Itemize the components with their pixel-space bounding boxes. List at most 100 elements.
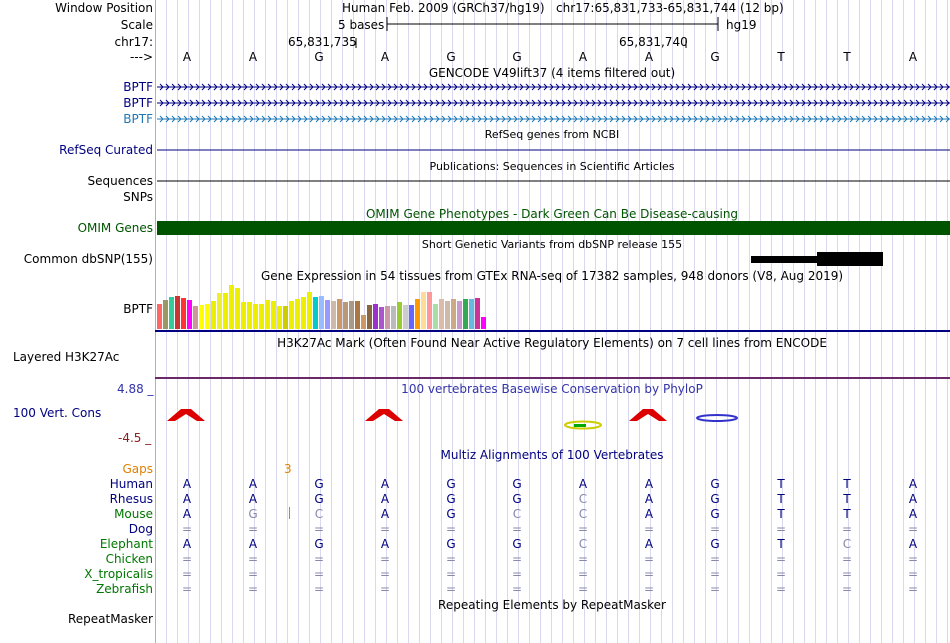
gtex-bar [373,304,378,329]
species-label[interactable]: X_tropicalis [84,567,153,581]
alignment-base: = [247,582,259,596]
alignment-base: A [182,507,192,521]
gtex-bar [259,304,264,329]
label-h3k27ac[interactable]: Layered H3K27Ac [13,350,120,364]
alignment-base: A [248,477,258,491]
alignment-base: G [512,537,522,551]
gtex-bar [193,306,198,329]
alignment-base: = [247,552,259,566]
gtex-bar [277,306,282,329]
alignment-base: G [446,492,456,506]
label-omim[interactable]: OMIM Genes [77,221,153,235]
label-gtex-bptf[interactable]: BPTF [123,302,153,316]
gtex-bar [235,288,240,329]
species-label[interactable]: Chicken [105,552,153,566]
alignment-base: = [181,582,193,596]
gtex-bar [391,306,396,329]
alignment-base: C [512,507,522,521]
gtex-bar [469,299,474,329]
alignment-base: A [182,537,192,551]
alignment-base: = [511,552,523,566]
alignment-base: = [379,582,391,596]
gtex-bar [253,304,258,329]
alignment-base: = [841,552,853,566]
alignment-base: C [578,492,588,506]
alignment-base: A [248,537,258,551]
gtex-bar [181,298,186,329]
alignment-base: = [313,552,325,566]
refseq-title: RefSeq genes from NCBI [484,128,620,141]
alignment-base: = [445,552,457,566]
alignment-base: = [775,567,787,581]
dbsnp-title: Short Genetic Variants from dbSNP releas… [421,238,683,251]
alignment-base: = [445,567,457,581]
gtex-bar [205,304,210,329]
species-label[interactable]: Mouse [114,507,153,521]
base-letter: A [644,50,654,64]
label-repeatmasker[interactable]: RepeatMasker [67,612,153,626]
alignment-base: = [709,552,721,566]
alignment-base: = [247,522,259,536]
alignment-base: A [380,537,390,551]
alignment-base: A [908,477,918,491]
gene-label-bptf-1[interactable]: BPTF [123,80,153,94]
gtex-bar [403,305,408,329]
label-cons[interactable]: 100 Vert. Cons [13,406,102,420]
gtex-bar [313,297,318,329]
phylop-letter-g [564,420,602,430]
species-label[interactable]: Elephant [99,537,153,551]
alignment-base: = [247,567,259,581]
alignment-base: = [643,522,655,536]
alignment-base: G [710,492,720,506]
alignment-base: = [313,567,325,581]
species-label[interactable]: Dog [128,522,153,536]
alignment-base: A [908,537,918,551]
alignment-base: G [314,477,324,491]
alignment-base: T [777,507,785,521]
alignment-base: = [181,567,193,581]
scale-text: 5 bases [338,18,385,32]
gtex-bar [349,301,354,329]
gene-label-bptf-2[interactable]: BPTF [123,96,153,110]
scale-db-text: hg19 [726,18,757,32]
alignment-base: C [842,537,852,551]
alignment-base: C [578,507,588,521]
alignment-base: G [446,537,456,551]
gtex-title: Gene Expression in 54 tissues from GTEx … [260,269,844,283]
alignment-base: A [248,492,258,506]
gtex-bar [223,293,228,329]
alignment-base: T [843,477,851,491]
species-label[interactable]: Human [109,477,153,491]
alignment-base: = [907,522,919,536]
gtex-bar [283,306,288,329]
alignment-base: = [775,582,787,596]
gtex-bar [217,293,222,329]
label-dbsnp[interactable]: Common dbSNP(155) [23,252,153,266]
alignment-base: A [908,492,918,506]
alignment-base: A [578,477,588,491]
gtex-bar [175,296,180,329]
gtex-bar [325,300,330,329]
phylop-letter-a [167,409,205,421]
gtex-bar [397,302,402,329]
gene-label-bptf-3[interactable]: BPTF [123,112,153,126]
species-label[interactable]: Rhesus [109,492,153,506]
base-letter: G [314,50,324,64]
gtex-bar [307,292,312,329]
label-chrom: chr17: [114,35,153,49]
alignment-base: T [843,492,851,506]
base-letter: T [777,50,785,64]
alignment-base: = [445,582,457,596]
alignment-base: = [181,522,193,536]
label-snps[interactable]: SNPs [123,190,153,204]
label-gaps[interactable]: Gaps [122,462,153,476]
alignment-base: G [710,537,720,551]
alignment-base: = [709,582,721,596]
species-label[interactable]: Zebrafish [96,582,153,596]
label-strand[interactable]: ---> [129,50,153,64]
gtex-bar [445,301,450,329]
label-refseq[interactable]: RefSeq Curated [59,143,153,157]
label-sequences[interactable]: Sequences [87,174,153,188]
alignment-base: A [644,537,654,551]
